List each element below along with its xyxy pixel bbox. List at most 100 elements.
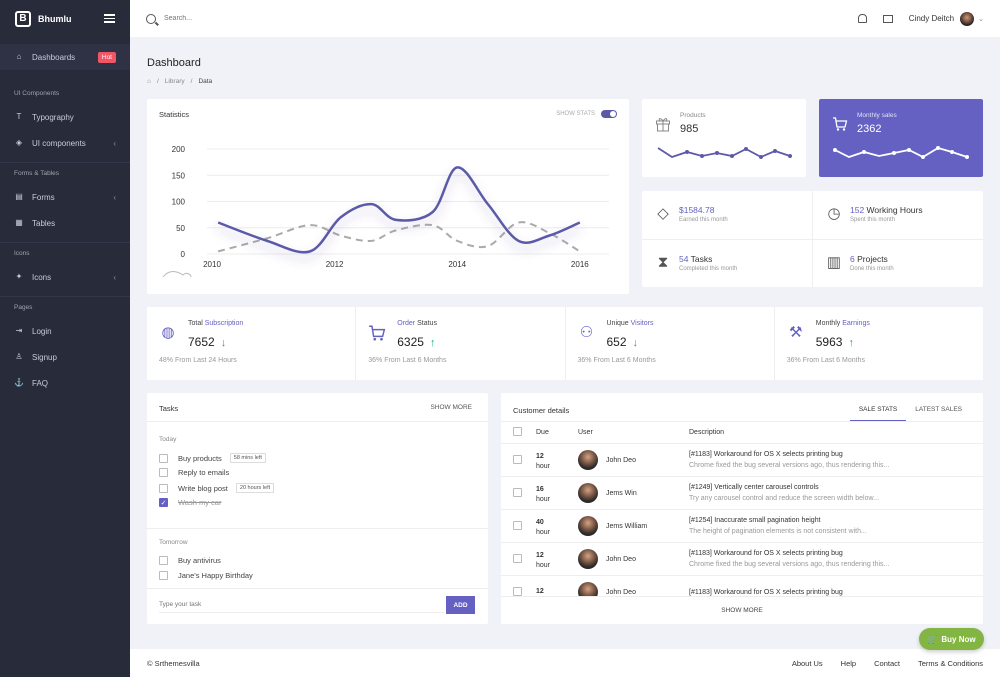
sidebar-item-ui-components[interactable]: ◈ UI components ‹ bbox=[0, 130, 130, 156]
column-header-user[interactable]: User bbox=[578, 421, 689, 444]
task-checkbox[interactable] bbox=[159, 556, 168, 565]
due-value: 12 bbox=[536, 588, 544, 595]
table-row[interactable]: 12 hour John Deo [#1183] Workaround for OS … bbox=[501, 443, 983, 477]
avatar[interactable] bbox=[578, 516, 598, 536]
monthly-sales-card: Monthly sales 2362 bbox=[819, 99, 983, 177]
sidebar-item-dashboards[interactable]: ⌂ Dashboards Hot bbox=[0, 44, 130, 70]
card-title: Statistics bbox=[159, 110, 190, 119]
breadcrumb-item[interactable]: Library bbox=[164, 78, 185, 85]
arrow-up-icon: ↑ bbox=[429, 337, 436, 349]
task-item[interactable]: Reply to emails bbox=[159, 468, 229, 477]
mail-icon[interactable] bbox=[882, 14, 893, 23]
task-text: Buy products bbox=[178, 453, 222, 463]
arrow-up-icon: ↑ bbox=[848, 337, 854, 349]
new-task-input[interactable] bbox=[159, 597, 444, 613]
table-row[interactable]: 40 hour Jems William [#1254] Inaccurate sma… bbox=[501, 509, 983, 543]
time-left-badge: 20 hours left bbox=[235, 483, 275, 493]
table-row[interactable]: 16 hour Jems Win [#1249] Vertically center … bbox=[501, 476, 983, 510]
chevron-left-icon: ‹ bbox=[113, 272, 116, 282]
projects-value: 6 Projects bbox=[850, 254, 888, 264]
due-value: 16 bbox=[536, 485, 544, 493]
task-checkbox[interactable] bbox=[159, 468, 168, 477]
issue-title[interactable]: [#1183] Workaround for OS X selects prin… bbox=[689, 588, 843, 596]
buy-now-button[interactable]: 🛒 Buy Now bbox=[919, 628, 984, 650]
sidebar-item-faq[interactable]: ⚓ FAQ bbox=[0, 370, 130, 396]
tasks-cell: ⧗ 54 Tasks Completed this month bbox=[642, 240, 812, 288]
sidebar-item-tables[interactable]: ▦ Tables bbox=[0, 210, 130, 236]
user-name[interactable]: Jems William bbox=[606, 522, 648, 530]
column-header-due[interactable]: Due bbox=[536, 421, 578, 444]
grid-icon: ▦ bbox=[15, 218, 23, 227]
kpi-visitors: ⚇ Unique Visitors 652 ↓ 36% From Last 6 M… bbox=[566, 307, 775, 380]
sidebar-item-label: Login bbox=[32, 326, 52, 336]
sidebar-item-signup[interactable]: ♙ Signup bbox=[0, 344, 130, 370]
user-name[interactable]: Cindy Deitch bbox=[908, 14, 955, 23]
tab-sale-stats[interactable]: SALE STATS bbox=[849, 406, 907, 422]
select-all-checkbox[interactable] bbox=[513, 427, 522, 436]
tab-latest-sales[interactable]: LATEST SALES bbox=[915, 406, 962, 413]
task-checkbox-checked[interactable]: ✓ bbox=[159, 498, 168, 507]
user-name[interactable]: John Deo bbox=[606, 555, 636, 563]
footer-link-terms[interactable]: Terms & Conditions bbox=[917, 658, 983, 668]
brand[interactable]: B Bhumlu bbox=[0, 0, 130, 37]
menu-toggle-icon[interactable] bbox=[104, 14, 115, 23]
issue-title[interactable]: [#1183] Workaround for OS X selects prin… bbox=[689, 550, 843, 557]
row-checkbox[interactable] bbox=[513, 586, 522, 596]
avatar[interactable] bbox=[960, 11, 975, 26]
footer-link-about[interactable]: About Us bbox=[791, 658, 823, 668]
task-item[interactable]: Buy products 58 mins left bbox=[159, 453, 266, 463]
avatar[interactable] bbox=[578, 450, 598, 470]
task-checkbox[interactable] bbox=[159, 453, 168, 463]
due-unit: hour bbox=[536, 495, 551, 503]
task-item[interactable]: Buy antivirus bbox=[159, 556, 221, 565]
task-item[interactable]: ✓ Wash my car bbox=[159, 498, 221, 507]
row-checkbox[interactable] bbox=[513, 487, 522, 497]
earned-cell: ◇ $1584.78 Earned this month bbox=[642, 191, 812, 239]
home-icon[interactable]: ⌂ bbox=[147, 78, 151, 85]
task-checkbox[interactable] bbox=[159, 483, 168, 493]
customer-show-more-button[interactable]: SHOW MORE bbox=[501, 596, 983, 624]
kpi-order-status: Order Status 6325 ↑ 36% From Last 6 Month… bbox=[356, 307, 566, 380]
add-task-button[interactable]: ADD bbox=[446, 596, 475, 614]
card-title: Customer details bbox=[513, 406, 570, 415]
user-name[interactable]: John Deo bbox=[606, 588, 636, 596]
bell-icon[interactable] bbox=[857, 14, 867, 23]
column-header-description[interactable]: Description bbox=[689, 421, 983, 444]
footer: © Srthemesvilla About Us Help Contact Te… bbox=[130, 649, 1000, 677]
user-menu[interactable]: ⌄ bbox=[960, 11, 984, 26]
issue-title[interactable]: [#1254] Inaccurate small pagination heig… bbox=[689, 517, 821, 524]
star-icon: ✦ bbox=[15, 272, 23, 281]
footer-link-help[interactable]: Help bbox=[840, 658, 857, 668]
row-checkbox[interactable] bbox=[513, 553, 522, 563]
statistics-chart: 0 50 100 150 200 2010 2012 2014 2016 bbox=[162, 145, 609, 278]
avatar[interactable] bbox=[578, 549, 598, 569]
issue-title[interactable]: [#1249] Vertically center carousel contr… bbox=[689, 484, 819, 491]
arrow-down-icon: ↓ bbox=[220, 337, 227, 349]
tasks-show-more-link[interactable]: SHOW MORE bbox=[430, 404, 472, 411]
kpi-sub: 36% From Last 6 Months bbox=[786, 357, 865, 364]
kpi-title: Unique Visitors bbox=[606, 320, 654, 327]
avatar[interactable] bbox=[578, 483, 598, 503]
user-name[interactable]: Jems Win bbox=[606, 489, 637, 497]
user-name[interactable]: John Deo bbox=[606, 456, 636, 464]
section-icons: Icons bbox=[0, 242, 130, 264]
task-item[interactable]: Write blog post 20 hours left bbox=[159, 483, 275, 493]
issue-title[interactable]: [#1183] Workaround for OS X selects prin… bbox=[689, 451, 843, 458]
issue-description: Chrome fixed the bug several versions ag… bbox=[689, 462, 890, 469]
row-checkbox[interactable] bbox=[513, 520, 522, 530]
footer-link-contact[interactable]: Contact bbox=[874, 658, 900, 668]
task-item[interactable]: Jane's Happy Birthday bbox=[159, 571, 253, 580]
search-icon[interactable] bbox=[146, 13, 156, 24]
hourglass-icon: ⧗ bbox=[657, 254, 669, 271]
sidebar-item-forms[interactable]: ▤ Forms ‹ bbox=[0, 184, 130, 210]
row-checkbox[interactable] bbox=[513, 454, 522, 464]
task-checkbox[interactable] bbox=[159, 571, 168, 580]
sidebar-item-icons[interactable]: ✦ Icons ‹ bbox=[0, 264, 130, 290]
search-input[interactable] bbox=[164, 15, 364, 22]
show-stats-toggle[interactable] bbox=[601, 110, 617, 118]
users-icon: ⚇ bbox=[579, 324, 594, 341]
sidebar-item-typography[interactable]: T Typography bbox=[0, 104, 130, 130]
table-row[interactable]: 12 hour John Deo [#1183] Workaround for OS … bbox=[501, 542, 983, 576]
task-text: Jane's Happy Birthday bbox=[178, 571, 253, 580]
sidebar-item-login[interactable]: ⇥ Login bbox=[0, 318, 130, 344]
